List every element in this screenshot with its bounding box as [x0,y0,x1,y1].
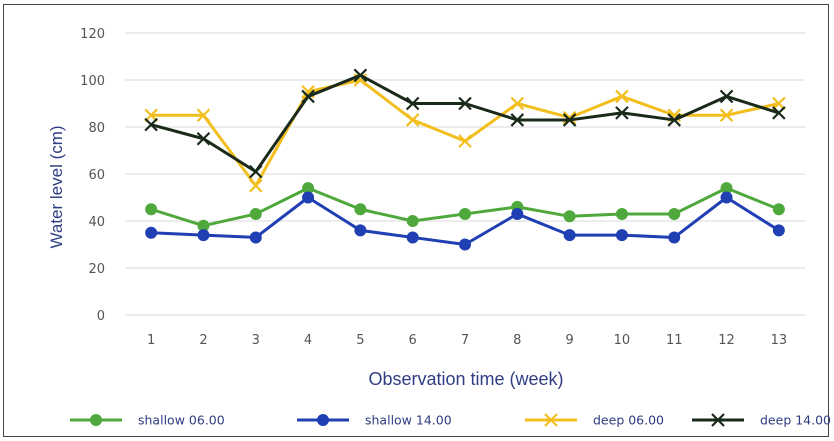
x-tick-label: 12 [718,333,735,348]
x-tick-label: 8 [513,333,521,348]
legend-label: shallow 14.00 [365,413,452,428]
data-point [353,68,368,83]
y-axis-ticks: 0 20 40 60 80 100 120 [80,27,105,324]
data-point [719,89,734,104]
data-point [354,203,367,216]
y-axis-title: Water level (cm) [47,125,66,248]
x-axis-ticks: 1 2 3 4 5 6 7 8 9 10 11 12 13 [147,333,787,348]
x-tick-label: 2 [199,333,207,348]
legend-item: deep 14.00 [692,413,831,428]
legend-item: deep 06.00 [525,413,664,428]
y-tick-label: 0 [97,309,105,324]
data-point [668,231,681,244]
series-line [150,186,780,228]
data-point [615,89,629,104]
y-tick-label: 60 [88,168,105,183]
data-point [615,106,629,120]
y-tick-label: 120 [80,27,105,42]
series-line [151,78,780,188]
data-point [459,238,471,251]
data-point [511,207,524,220]
x-tick-label: 1 [147,333,155,348]
data-point [562,113,577,127]
data-point [563,210,576,223]
legend-item: shallow 06.00 [70,413,225,428]
data-point [145,226,158,239]
series-3 [144,68,786,179]
data-point [510,113,525,127]
y-tick-label: 40 [88,215,105,230]
data-point [772,106,786,120]
data-point [668,207,681,220]
data-point [772,203,785,216]
data-point [249,207,262,220]
y-tick-label: 80 [88,121,105,136]
y-tick-label: 20 [88,262,105,277]
data-point [248,178,263,193]
x-tick-label: 11 [666,333,683,348]
legend-item: shallow 14.00 [297,413,452,428]
legend-marker [317,414,329,426]
series-1 [145,191,785,251]
x-tick-label: 13 [771,333,788,348]
data-point [249,231,262,244]
data-point [405,96,420,111]
data-point [615,229,628,242]
legend: shallow 06.00 shallow 14.00 deep 06.00 deep… [70,413,831,428]
data-point [563,229,576,242]
data-point [406,215,419,227]
data-point [458,134,472,148]
x-tick-label: 3 [252,333,260,348]
data-point [354,224,367,237]
legend-marker [90,414,102,426]
x-tick-label: 4 [304,333,312,348]
data-point [615,207,628,220]
data-point [301,89,315,104]
y-tick-label: 100 [80,74,105,89]
data-point [196,131,211,146]
series-layer [144,68,786,251]
data-point [719,108,734,123]
data-point [667,113,682,127]
data-point [458,96,472,111]
data-point [196,108,211,123]
legend-label: deep 14.00 [760,413,831,428]
legend-label: shallow 06.00 [138,413,225,428]
legend-marker [711,413,725,427]
x-tick-label: 9 [565,333,573,348]
data-point [405,113,420,127]
chart-frame [3,4,829,437]
x-axis-title: Observation time (week) [368,369,563,389]
data-point [406,231,419,244]
data-point [302,191,315,204]
data-point [145,203,158,216]
data-point [720,191,733,204]
x-tick-label: 10 [614,333,631,348]
x-tick-label: 5 [356,333,364,348]
gridlines [125,32,805,316]
x-tick-label: 7 [461,333,469,348]
data-point [248,164,263,179]
legend-label: deep 06.00 [593,413,664,428]
data-point [772,224,785,237]
x-tick-label: 6 [409,333,417,348]
legend-marker [544,413,558,427]
data-point [144,117,158,132]
series-line [150,73,780,174]
data-point [459,207,471,220]
data-point [197,229,210,242]
data-point [510,96,525,111]
data-point [562,110,577,125]
series-0 [145,182,785,232]
